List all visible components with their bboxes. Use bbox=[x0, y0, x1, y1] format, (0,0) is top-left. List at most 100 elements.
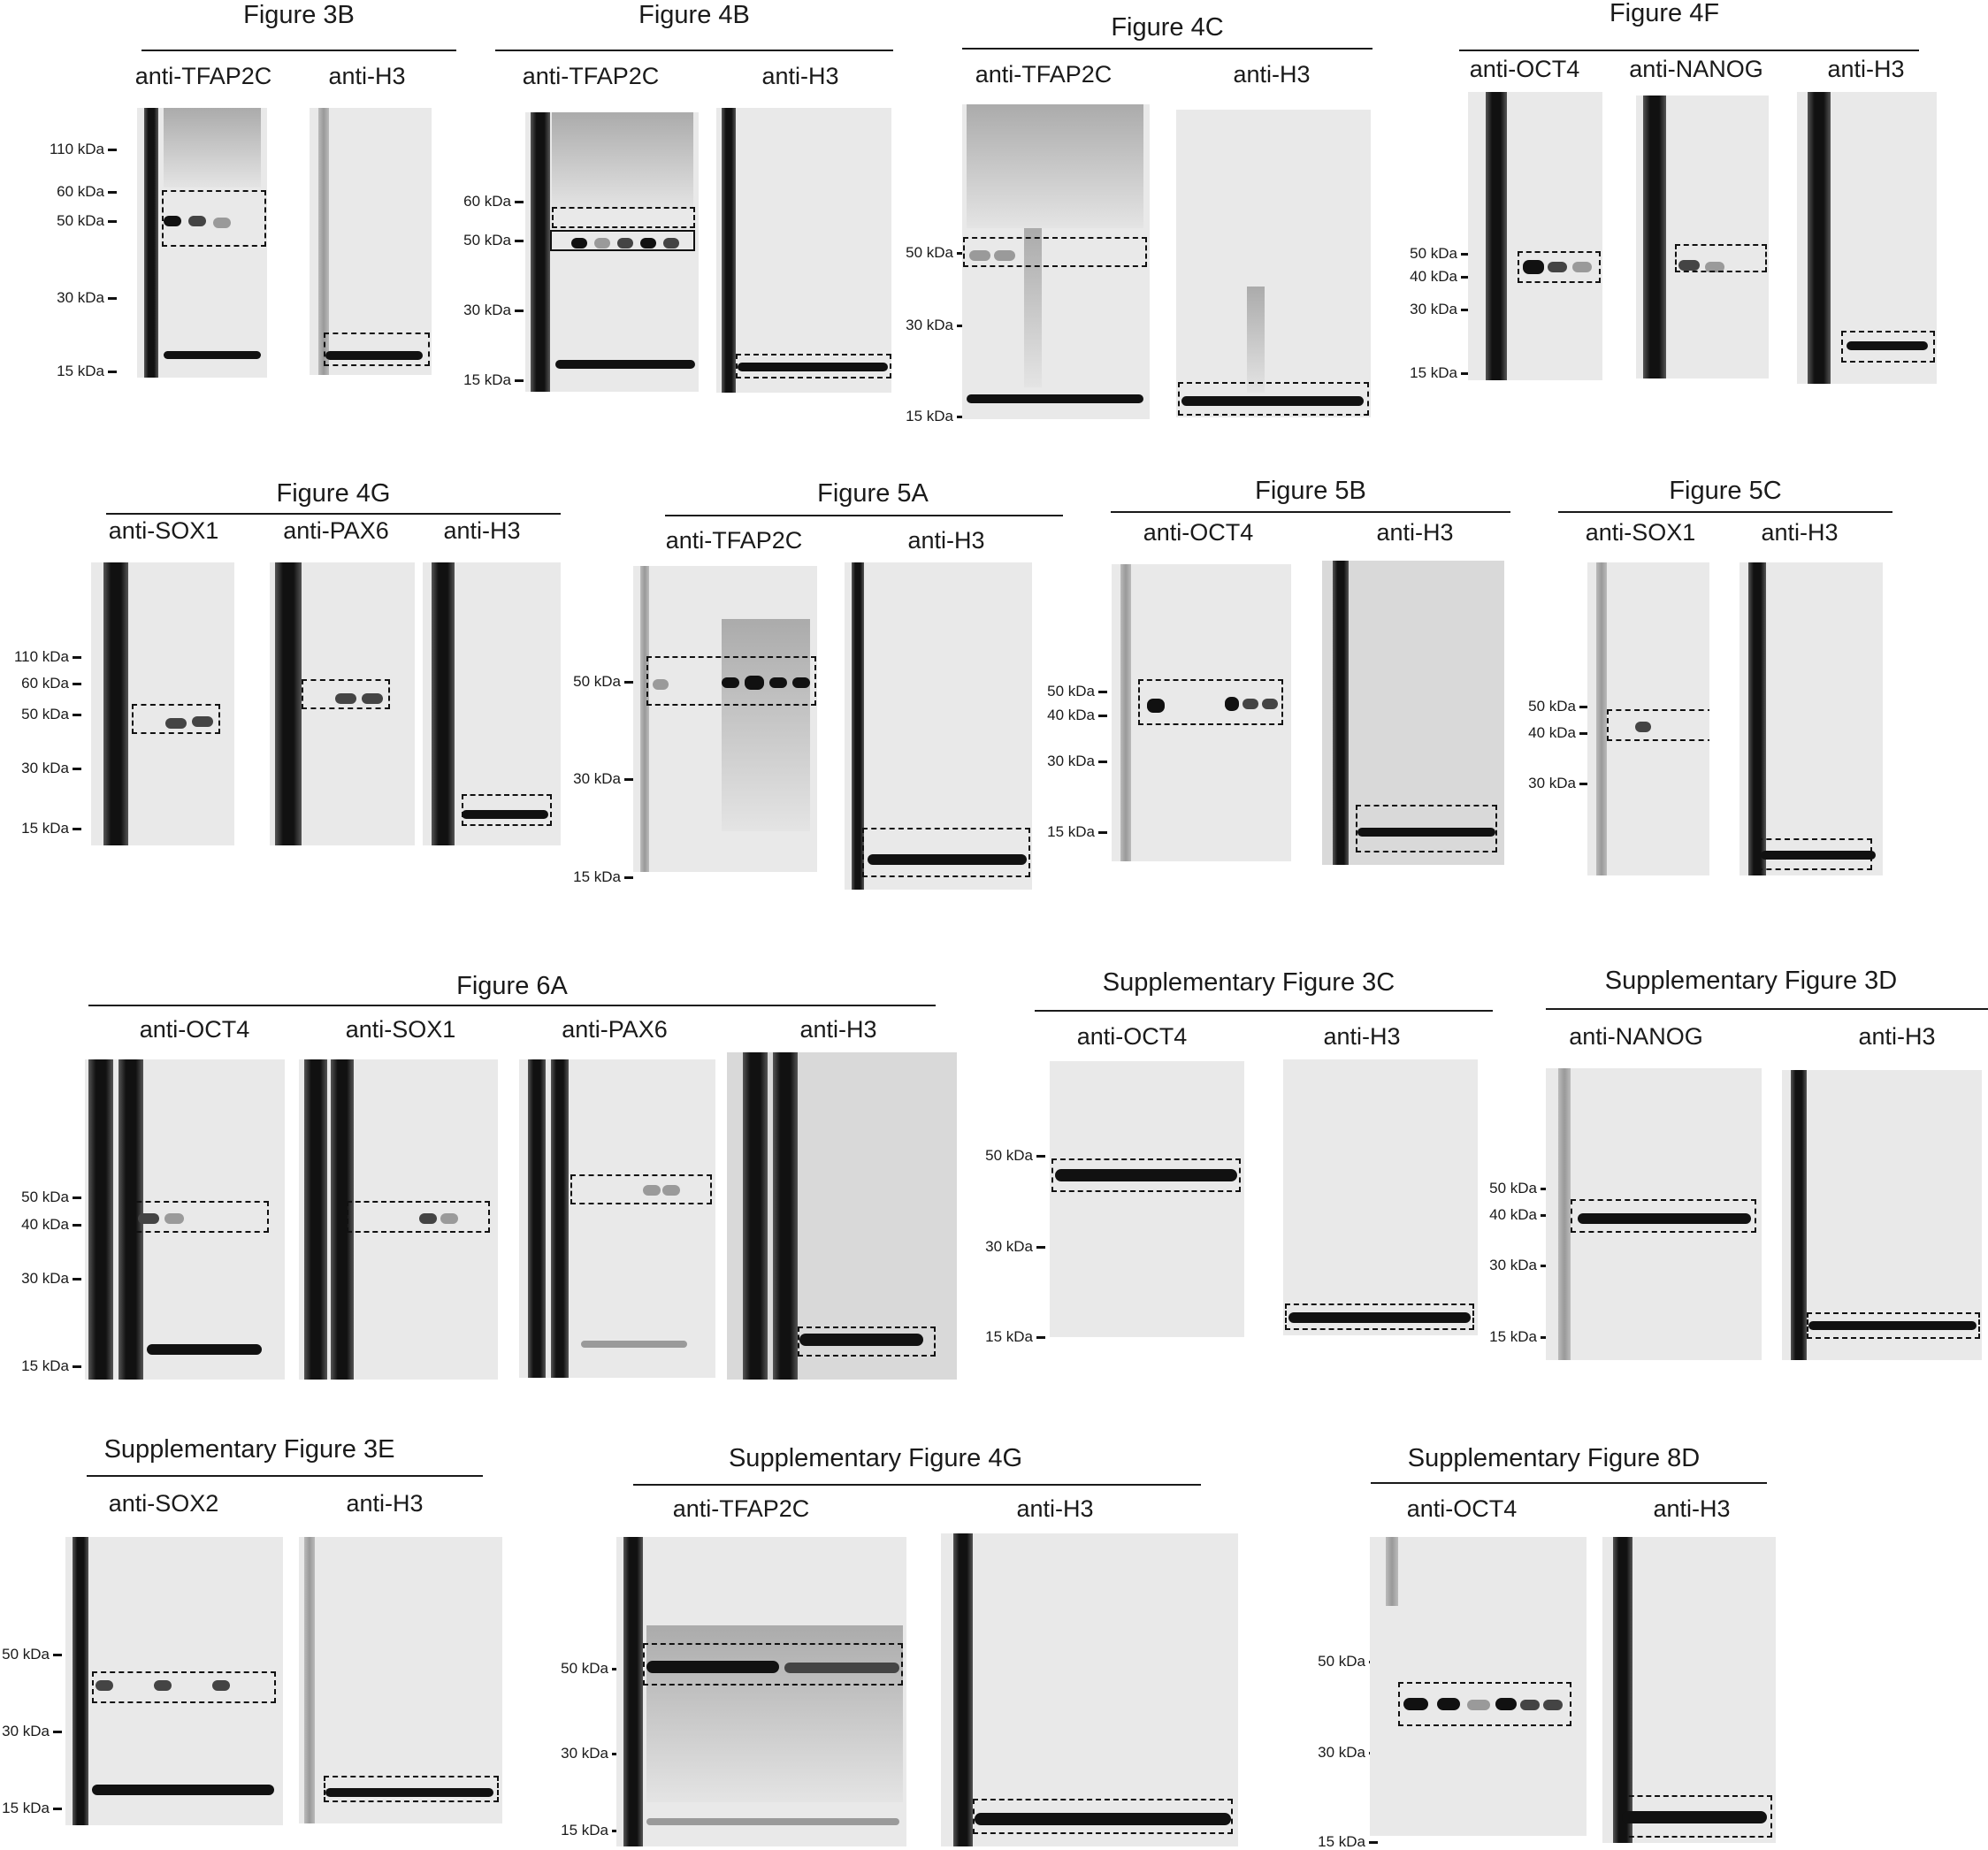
figure-title: Figure 5A bbox=[817, 479, 929, 508]
mw-marker: 30 kDa bbox=[1388, 302, 1470, 317]
mw-marker: 50 kDa bbox=[1468, 1181, 1549, 1196]
figure-title: Figure 3B bbox=[243, 1, 355, 29]
mw-marker: 30 kDa bbox=[1507, 776, 1588, 791]
antibody-label: anti-OCT4 bbox=[1406, 1495, 1518, 1522]
mw-marker: 50 kDa bbox=[884, 245, 966, 261]
antibody-label: anti-SOX1 bbox=[1585, 519, 1696, 546]
mw-marker: 15 kDa bbox=[0, 1800, 62, 1816]
figure-title: Figure 5C bbox=[1669, 477, 1782, 505]
mw-marker: 40 kDa bbox=[1026, 707, 1107, 723]
mw-marker: 50 kDa bbox=[442, 233, 524, 248]
blot-image bbox=[299, 1537, 502, 1823]
mw-marker: 40 kDa bbox=[0, 1217, 81, 1233]
blot-image bbox=[1740, 562, 1883, 875]
antibody-label: anti-H3 bbox=[346, 1490, 424, 1517]
blot-image bbox=[727, 1052, 957, 1380]
figure-title: Supplementary Figure 4G bbox=[728, 1444, 1023, 1472]
antibody-label: anti-OCT4 bbox=[1469, 56, 1580, 82]
mw-marker: 40 kDa bbox=[1388, 269, 1470, 285]
mw-marker: 15 kDa bbox=[964, 1329, 1045, 1345]
antibody-label: anti-NANOG bbox=[1569, 1023, 1703, 1050]
mw-marker: 50 kDa bbox=[539, 1661, 621, 1677]
blot-image bbox=[1283, 1059, 1478, 1335]
mw-marker: 15 kDa bbox=[442, 372, 524, 388]
blot-image bbox=[65, 1537, 283, 1825]
figure-title: Supplementary Figure 3C bbox=[1102, 968, 1395, 997]
mw-marker: 30 kDa bbox=[884, 317, 966, 333]
blot-image bbox=[845, 562, 1032, 890]
mw-marker: 30 kDa bbox=[964, 1239, 1045, 1255]
mw-marker: 30 kDa bbox=[0, 761, 81, 776]
title-rule bbox=[1546, 1008, 1988, 1010]
mw-marker: 50 kDa bbox=[35, 213, 117, 229]
title-rule bbox=[1111, 511, 1510, 513]
antibody-label: anti-TFAP2C bbox=[665, 527, 803, 554]
antibody-label: anti-H3 bbox=[1827, 56, 1905, 82]
antibody-label: anti-TFAP2C bbox=[975, 61, 1113, 88]
blot-image bbox=[1112, 564, 1291, 861]
title-rule bbox=[141, 50, 456, 51]
blot-image bbox=[716, 108, 891, 393]
figure-title: Figure 4G bbox=[276, 479, 391, 508]
figure-title: Supplementary Figure 8D bbox=[1407, 1444, 1701, 1472]
mw-marker: 110 kDa bbox=[0, 649, 81, 665]
antibody-label: anti-PAX6 bbox=[562, 1016, 668, 1043]
mw-marker: 110 kDa bbox=[35, 141, 117, 157]
antibody-label: anti-PAX6 bbox=[283, 517, 389, 544]
figure-title: Figure 6A bbox=[456, 972, 568, 1000]
blot-image bbox=[299, 1059, 498, 1380]
mw-marker: 50 kDa bbox=[1507, 699, 1588, 715]
mw-marker: 50 kDa bbox=[0, 1647, 62, 1663]
mw-marker: 30 kDa bbox=[0, 1271, 81, 1287]
mw-marker: 50 kDa bbox=[0, 1189, 81, 1205]
antibody-label: anti-H3 bbox=[328, 63, 406, 89]
mw-marker: 40 kDa bbox=[1468, 1207, 1549, 1223]
blot-image bbox=[85, 1059, 285, 1380]
blot-image bbox=[941, 1533, 1238, 1846]
antibody-label: anti-H3 bbox=[907, 527, 985, 554]
mw-marker: 30 kDa bbox=[35, 290, 117, 306]
blot-image bbox=[1176, 110, 1371, 417]
title-rule bbox=[106, 513, 561, 515]
blot-image bbox=[633, 566, 817, 872]
mw-marker: 30 kDa bbox=[552, 771, 633, 787]
mw-marker: 30 kDa bbox=[539, 1746, 621, 1762]
title-rule bbox=[665, 515, 1063, 516]
title-rule bbox=[1558, 511, 1892, 513]
antibody-label: anti-H3 bbox=[1016, 1495, 1094, 1522]
antibody-label: anti-H3 bbox=[1233, 61, 1311, 88]
blot-image bbox=[310, 108, 432, 375]
mw-marker: 50 kDa bbox=[552, 674, 633, 690]
mw-marker: 15 kDa bbox=[1388, 365, 1470, 381]
blot-image bbox=[1370, 1537, 1587, 1836]
antibody-label: anti-TFAP2C bbox=[134, 63, 272, 89]
antibody-label: anti-H3 bbox=[1376, 519, 1454, 546]
mw-marker: 50 kDa bbox=[1388, 246, 1470, 262]
antibody-label: anti-H3 bbox=[1653, 1495, 1731, 1522]
blot-image bbox=[1050, 1061, 1244, 1337]
title-rule bbox=[962, 48, 1372, 50]
title-rule bbox=[1371, 1482, 1767, 1484]
blot-image bbox=[616, 1537, 906, 1846]
antibody-label: anti-SOX1 bbox=[345, 1016, 456, 1043]
blot-image bbox=[519, 1059, 715, 1378]
blot-image bbox=[91, 562, 234, 845]
figure-title: Supplementary Figure 3D bbox=[1604, 967, 1898, 995]
mw-marker: 15 kDa bbox=[1468, 1329, 1549, 1345]
blot-image bbox=[1322, 561, 1504, 865]
blot-image bbox=[423, 562, 561, 845]
blot-image bbox=[270, 562, 415, 845]
antibody-label: anti-SOX2 bbox=[108, 1490, 219, 1517]
title-rule bbox=[633, 1484, 1201, 1486]
blot-image bbox=[525, 112, 699, 392]
mw-marker: 60 kDa bbox=[0, 676, 81, 692]
mw-marker: 50 kDa bbox=[1296, 1654, 1378, 1670]
mw-marker: 15 kDa bbox=[1026, 824, 1107, 840]
antibody-label: anti-TFAP2C bbox=[522, 63, 660, 89]
mw-marker: 15 kDa bbox=[35, 363, 117, 379]
mw-marker: 30 kDa bbox=[0, 1724, 62, 1739]
antibody-label: anti-SOX1 bbox=[108, 517, 219, 544]
blot-image bbox=[1546, 1068, 1762, 1360]
mw-marker: 60 kDa bbox=[442, 194, 524, 210]
antibody-label: anti-H3 bbox=[443, 517, 521, 544]
